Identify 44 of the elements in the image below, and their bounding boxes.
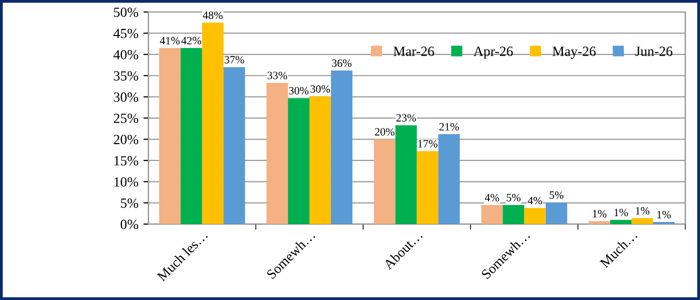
y-tick-label: 0% — [120, 220, 138, 230]
data-label: 23% — [396, 114, 416, 122]
data-label: 30% — [310, 85, 330, 93]
bar — [653, 222, 675, 224]
y-tick-label: 10% — [114, 177, 138, 187]
data-label: 1% — [636, 207, 650, 215]
legend-label: Mar-26 — [394, 46, 434, 56]
data-label: 20% — [374, 128, 394, 136]
data-label: 21% — [439, 123, 459, 131]
bar — [288, 98, 310, 224]
data-label: 30% — [289, 86, 309, 95]
y-tick-label: 5% — [120, 198, 138, 208]
y-tick-label: 15% — [114, 156, 138, 166]
data-label: 37% — [224, 56, 244, 64]
data-label: 36% — [332, 59, 352, 67]
y-tick-label: 30% — [114, 92, 138, 102]
bar — [524, 208, 546, 224]
bar — [266, 82, 288, 224]
data-label: 5% — [550, 191, 564, 199]
y-tick-label: 20% — [114, 134, 138, 144]
legend-label: May-26 — [552, 46, 596, 59]
bar — [202, 22, 224, 224]
bar — [224, 67, 246, 224]
y-tick-label: 50% — [114, 8, 138, 17]
data-label: 5% — [506, 194, 521, 202]
data-label: 33% — [268, 72, 288, 80]
bar — [395, 125, 417, 224]
y-tick-label: 45% — [113, 28, 138, 38]
data-label: 41% — [160, 36, 180, 44]
legend-label: Apr-26 — [474, 46, 513, 59]
bar — [481, 205, 503, 224]
y-tick-label: 40% — [113, 50, 138, 60]
data-label: 17% — [418, 140, 438, 148]
data-label: 48% — [202, 11, 223, 19]
legend-label: Jun-26 — [635, 46, 672, 56]
y-tick-label: 25% — [114, 114, 138, 124]
data-label: 4% — [484, 194, 500, 202]
data-label: 4% — [528, 196, 542, 204]
data-label: 42% — [181, 36, 202, 44]
data-label: 1% — [614, 208, 628, 216]
bar — [502, 205, 524, 224]
data-label: 1% — [657, 210, 671, 218]
data-label: 1% — [592, 210, 606, 218]
y-tick-label: 35% — [114, 71, 138, 81]
